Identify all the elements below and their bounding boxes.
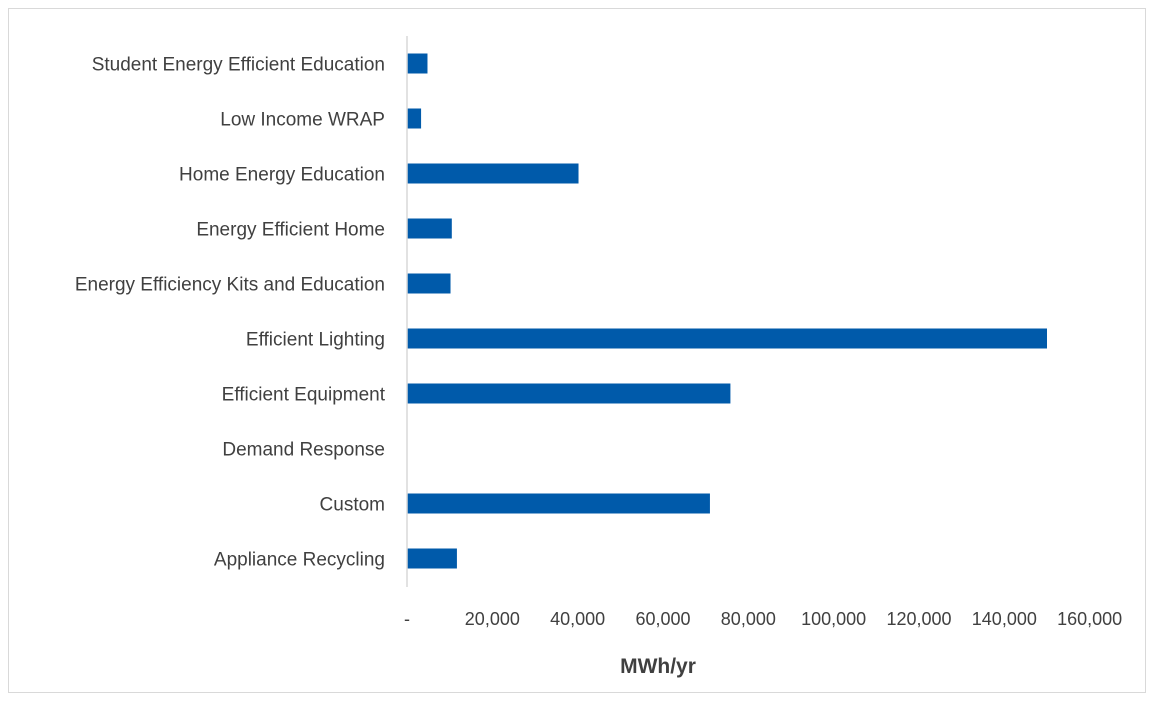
category-labels: Student Energy Efficient Education Low In… — [75, 55, 386, 571]
category-label: Custom — [320, 495, 385, 516]
bar — [407, 53, 428, 74]
x-tick-label: 160,000 — [1057, 609, 1122, 629]
category-label: Efficient Equipment — [222, 385, 386, 406]
bar — [407, 163, 579, 184]
category-label: Student Energy Efficient Education — [92, 55, 385, 76]
x-tick-label: 40,000 — [550, 609, 605, 629]
x-tick-label: 100,000 — [801, 609, 866, 629]
bar — [407, 383, 731, 404]
bar — [407, 493, 710, 514]
bar — [407, 273, 451, 294]
bar — [407, 108, 422, 129]
x-tick-label: 140,000 — [972, 609, 1037, 629]
category-label: Energy Efficiency Kits and Education — [75, 275, 385, 296]
category-label: Low Income WRAP — [220, 110, 385, 131]
x-tick-label: - — [404, 609, 410, 629]
bar — [407, 328, 1047, 349]
x-tick-label: 20,000 — [465, 609, 520, 629]
category-label: Efficient Lighting — [246, 330, 385, 351]
bars-group — [407, 53, 1047, 569]
category-label: Demand Response — [222, 440, 385, 461]
chart-frame — [8, 8, 1146, 693]
x-tick-label: 60,000 — [635, 609, 690, 629]
category-label: Energy Efficient Home — [196, 220, 385, 241]
x-tick-labels: - 20,000 40,000 60,000 80,000 100,000 120,000 1… — [404, 609, 1122, 629]
x-axis-title: MWh/yr — [620, 655, 696, 678]
category-label: Appliance Recycling — [214, 550, 385, 571]
bar — [407, 548, 457, 569]
x-tick-label: 120,000 — [886, 609, 951, 629]
category-label: Home Energy Education — [179, 165, 385, 186]
bar — [407, 218, 452, 239]
x-tick-label: 80,000 — [721, 609, 776, 629]
